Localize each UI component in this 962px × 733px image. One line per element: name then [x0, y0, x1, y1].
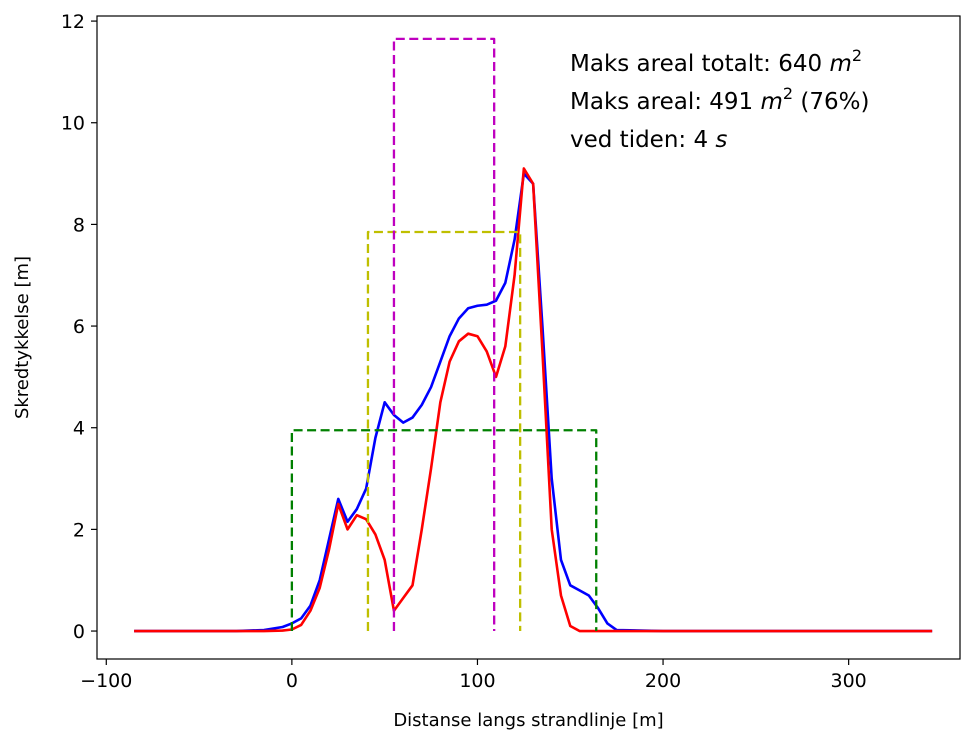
series-line-1: [134, 172, 933, 633]
series-layer: [134, 37, 933, 633]
y-axis-ticks: 0 2 4 6 8 10 12: [61, 11, 97, 643]
y-tick-label: 12: [61, 11, 85, 33]
axes-frame: [96, 15, 961, 660]
x-axis-label: Distanse langs strandlinje [m]: [393, 710, 663, 731]
y-tick-label: 4: [73, 418, 85, 440]
y-tick-label: 2: [73, 519, 85, 541]
y-tick-label: 6: [73, 316, 85, 338]
x-tick-label: 100: [459, 670, 495, 692]
annotation-line-3: ved tiden: 4 s: [570, 127, 727, 153]
x-tick-label: 0: [286, 670, 298, 692]
annotation-line-2: Maks areal: 491 m2 (76%): [570, 84, 870, 115]
annotation-line-1: Maks areal totalt: 640 m2: [570, 46, 862, 77]
x-tick-label: 300: [831, 670, 867, 692]
series-line-2: [134, 167, 933, 633]
x-axis-ticks: −100 0 100 200 300: [80, 659, 867, 692]
series-line-3: [290, 429, 598, 632]
x-tick-label: −100: [80, 670, 132, 692]
y-tick-label: 0: [73, 621, 85, 643]
y-axis-label: Skredtykkelse [m]: [12, 256, 33, 419]
y-tick-label: 8: [73, 214, 85, 236]
annotation-block: Maks areal totalt: 640 m2 Maks areal: 491…: [570, 46, 870, 153]
x-tick-label: 200: [645, 670, 681, 692]
series-line-4: [366, 230, 522, 632]
y-tick-label: 10: [61, 113, 85, 135]
series-line-5: [392, 37, 496, 632]
